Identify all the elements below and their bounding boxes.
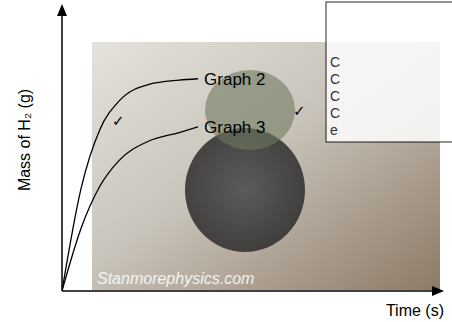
svg-text:C: C (330, 54, 340, 70)
svg-text:Graph 3: Graph 3 (204, 118, 265, 137)
svg-text:C: C (330, 71, 340, 87)
svg-text:Stanmorephysics.com: Stanmorephysics.com (97, 270, 254, 287)
svg-text:e: e (330, 122, 338, 138)
svg-text:C: C (330, 105, 340, 121)
svg-text:Graph 2: Graph 2 (204, 70, 265, 89)
svg-text:Mass of H₂ (g): Mass of H₂ (g) (16, 89, 33, 191)
svg-text:C: C (330, 88, 340, 104)
svg-text:✓: ✓ (293, 102, 306, 119)
svg-text:Time (s): Time (s) (386, 302, 444, 319)
svg-text:✓: ✓ (112, 112, 125, 129)
